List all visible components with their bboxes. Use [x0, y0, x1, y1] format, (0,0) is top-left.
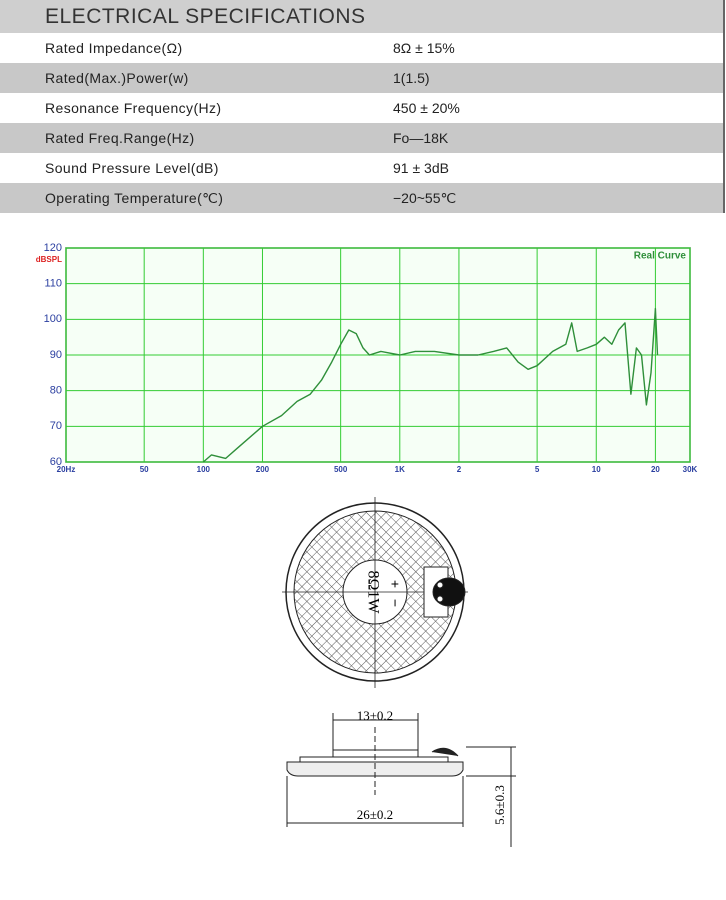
spec-table: ELECTRICAL SPECIFICATIONS Rated Impedanc…: [0, 0, 725, 213]
spec-value: 450 ± 20%: [393, 100, 460, 116]
y-tick-label: 80: [50, 385, 62, 397]
x-tick-label: 30K: [683, 465, 698, 474]
spec-label: Rated Impedance(Ω): [45, 40, 183, 56]
depth-dimension: 5.6±0.3: [492, 785, 507, 825]
table-row: Sound Pressure Level(dB) 91 ± 3dB: [0, 153, 723, 183]
spec-value: 1(1.5): [393, 70, 430, 86]
height-dimension: 13±0.2: [357, 708, 393, 723]
speaker-side-view: [286, 713, 516, 847]
legend-label: Real Curve: [634, 251, 687, 262]
spec-label: Sound Pressure Level(dB): [45, 160, 219, 176]
table-row: Rated Freq.Range(Hz) Fo—18K: [0, 123, 723, 153]
x-tick-label: 50: [140, 465, 149, 474]
x-tick-label: 1K: [395, 465, 405, 474]
y-tick-label: 110: [44, 278, 62, 290]
spec-label: Resonance Frequency(Hz): [45, 100, 222, 116]
x-tick-label: 5: [535, 465, 540, 474]
spec-label: Rated(Max.)Power(w): [45, 70, 189, 86]
x-tick-label: 10: [592, 465, 601, 474]
curve: [202, 307, 659, 463]
spec-value: 91 ± 3dB: [393, 160, 449, 176]
plus-label: +: [387, 580, 403, 588]
x-tick-label: 200: [256, 465, 270, 474]
diameter-dimension: 26±0.2: [357, 807, 393, 822]
table-row: Operating Temperature(℃) −20~55℃: [0, 183, 723, 213]
y-tick-label: 100: [44, 313, 62, 325]
spec-label: Operating Temperature(℃): [45, 189, 224, 206]
spec-label: Rated Freq.Range(Hz): [45, 130, 195, 146]
y-tick-label: 90: [50, 349, 62, 361]
y-tick-label: 60: [50, 456, 62, 468]
table-row: Resonance Frequency(Hz) 450 ± 20%: [0, 93, 723, 123]
y-axis-label: dBSPL: [36, 255, 62, 264]
rating-label: 8Ω1W: [364, 571, 381, 615]
spec-value: 8Ω ± 15%: [393, 40, 455, 56]
table-row: Rated(Max.)Power(w) 1(1.5): [0, 63, 723, 93]
table-row: Rated Impedance(Ω) 8Ω ± 15%: [0, 33, 723, 63]
x-tick-label: 20: [651, 465, 660, 474]
x-tick-label: 2: [457, 465, 462, 474]
x-tick-label: 20Hz: [57, 465, 76, 474]
table-title: ELECTRICAL SPECIFICATIONS: [45, 4, 366, 28]
y-tick-label: 70: [50, 420, 62, 432]
table-header: ELECTRICAL SPECIFICATIONS: [0, 0, 723, 33]
x-tick-label: 100: [197, 465, 211, 474]
minus-label: −: [387, 599, 403, 607]
y-tick-label: 120: [44, 242, 62, 254]
x-tick-label: 500: [334, 465, 348, 474]
spec-value: Fo—18K: [393, 130, 449, 146]
spec-value: −20~55℃: [393, 189, 457, 206]
speaker-top-view: [282, 497, 468, 688]
